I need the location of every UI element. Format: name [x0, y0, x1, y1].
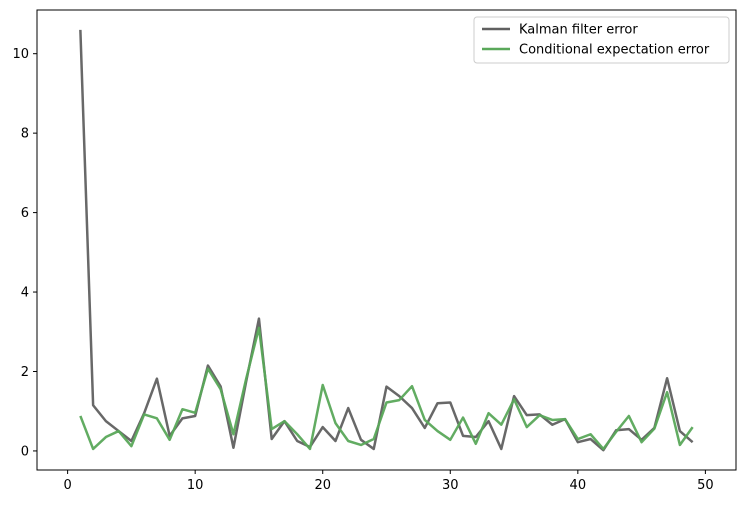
- axes-frame: [36, 9, 737, 471]
- x-tick-label: 20: [314, 478, 331, 493]
- x-tick-label: 40: [570, 478, 587, 493]
- y-tick-label: 0: [21, 444, 29, 459]
- x-tick-label: 50: [697, 478, 714, 493]
- y-tick-label: 10: [12, 47, 29, 62]
- x-tick-label: 30: [442, 478, 459, 493]
- y-tick-label: 8: [21, 127, 29, 142]
- series-line-2: [79, 326, 694, 451]
- y-tick-label: 6: [21, 206, 29, 221]
- legend-label-1: Kalman filter error: [519, 23, 638, 38]
- x-tick-label: 0: [63, 478, 71, 493]
- y-tick-label: 4: [21, 286, 29, 301]
- plot-area: [79, 29, 694, 452]
- y-tick-label: 2: [21, 365, 29, 380]
- legend-box: [473, 16, 730, 64]
- legend: Kalman filter error Conditional expectati…: [473, 16, 730, 64]
- legend-label-2: Conditional expectation error: [519, 43, 710, 58]
- series-line-1: [79, 29, 694, 452]
- axes: 0 10 20 30 40 50 0 2 4 6 8 10: [12, 9, 737, 493]
- x-tick-label: 10: [187, 478, 204, 493]
